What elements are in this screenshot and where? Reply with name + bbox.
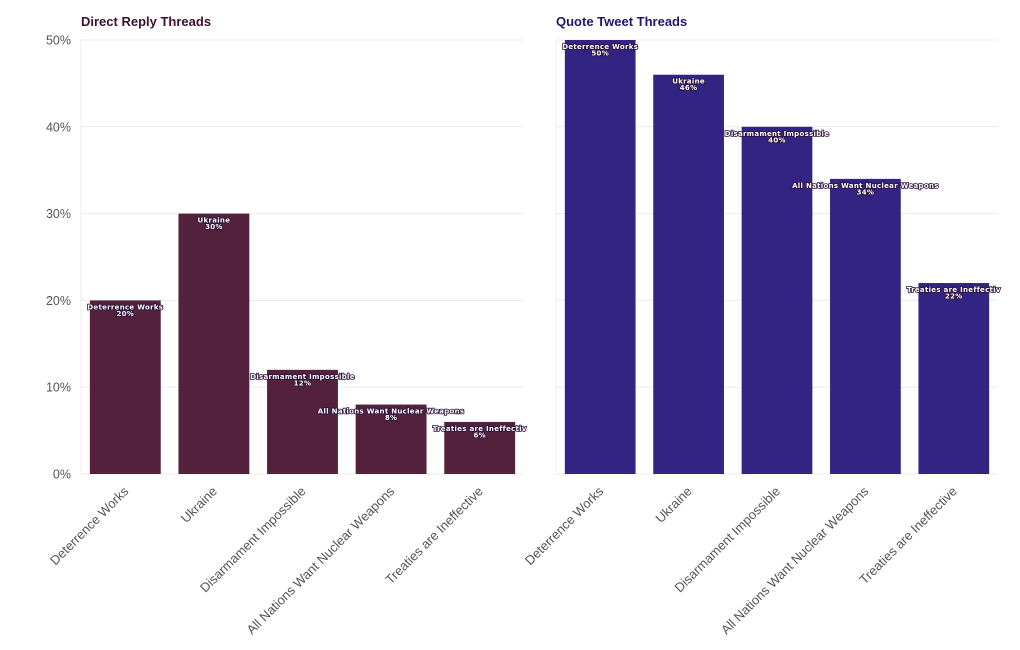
bar-category-label: Ukraine — [198, 217, 231, 225]
bar-category-label: Disarmament Impossible — [250, 373, 355, 381]
x-tick-label: Treaties are Ineffective — [382, 484, 486, 588]
x-tick-label: All Nations Want Nuclear Weapons — [244, 483, 398, 637]
bar — [267, 369, 338, 474]
bar-value-label: 6% — [473, 431, 485, 439]
bars — [89, 213, 516, 474]
bar-category-label: Treaties are Ineffectiv — [907, 286, 1001, 294]
bar-category-label: Treaties are Ineffectiv — [433, 425, 527, 433]
bar — [178, 213, 250, 474]
bar-value-label: 8% — [385, 414, 397, 422]
x-tick-label: All Nations Want Nuclear Weapons — [718, 483, 872, 637]
y-tick-label: 0% — [53, 468, 71, 482]
y-tick-label: 30% — [46, 207, 71, 221]
bar-category-label: Deterrence Works — [87, 303, 163, 311]
bar — [830, 178, 901, 474]
x-tick-label: Ukraine — [652, 484, 694, 526]
panel-title: Direct Reply Threads — [81, 14, 211, 29]
bar-category-label: All Nations Want Nuclear Weapons — [318, 408, 465, 416]
bar — [564, 40, 636, 474]
y-axis-ticks: 0% 10% 20% 30% 40% 50% — [46, 34, 71, 482]
bar-value-label: 50% — [591, 50, 609, 58]
y-tick-label: 50% — [46, 34, 71, 48]
bar-value-label: 40% — [768, 136, 786, 144]
bar — [741, 126, 813, 475]
bar — [918, 283, 990, 474]
x-tick-label: Ukraine — [178, 484, 220, 526]
bar — [355, 404, 427, 474]
bar — [653, 74, 724, 474]
y-tick-label: 10% — [46, 381, 71, 395]
x-tick-label: Deterrence Works — [522, 483, 607, 568]
x-tick-label: Treaties are Ineffective — [856, 484, 960, 588]
bar-value-label: 34% — [857, 188, 875, 196]
bar-category-label: Disarmament Impossible — [725, 130, 830, 138]
bar-category-label: Ukraine — [672, 78, 705, 86]
y-tick-label: 20% — [46, 294, 71, 308]
bar-value-label: 20% — [116, 310, 134, 318]
bar-category-label: All Nations Want Nuclear Weapons — [792, 182, 939, 190]
bar — [444, 421, 516, 474]
panel-quote-tweet-threads: Quote Tweet Threads Deterrence Works50%U… — [522, 14, 1002, 637]
y-tick-label: 40% — [46, 120, 71, 134]
bar — [89, 300, 161, 474]
bars — [564, 40, 990, 475]
bar-category-label: Deterrence Works — [562, 43, 638, 51]
x-tick-label: Deterrence Works — [47, 483, 132, 568]
bar-value-label: 12% — [294, 379, 312, 387]
bar-value-label: 30% — [205, 223, 223, 231]
panel-direct-reply-threads: Direct Reply Threads 0% 10% 20% 30% 40% 50% D… — [46, 14, 527, 637]
bar-value-label: 46% — [680, 84, 698, 92]
panel-title: Quote Tweet Threads — [556, 14, 687, 29]
bar-value-label: 22% — [945, 293, 963, 301]
